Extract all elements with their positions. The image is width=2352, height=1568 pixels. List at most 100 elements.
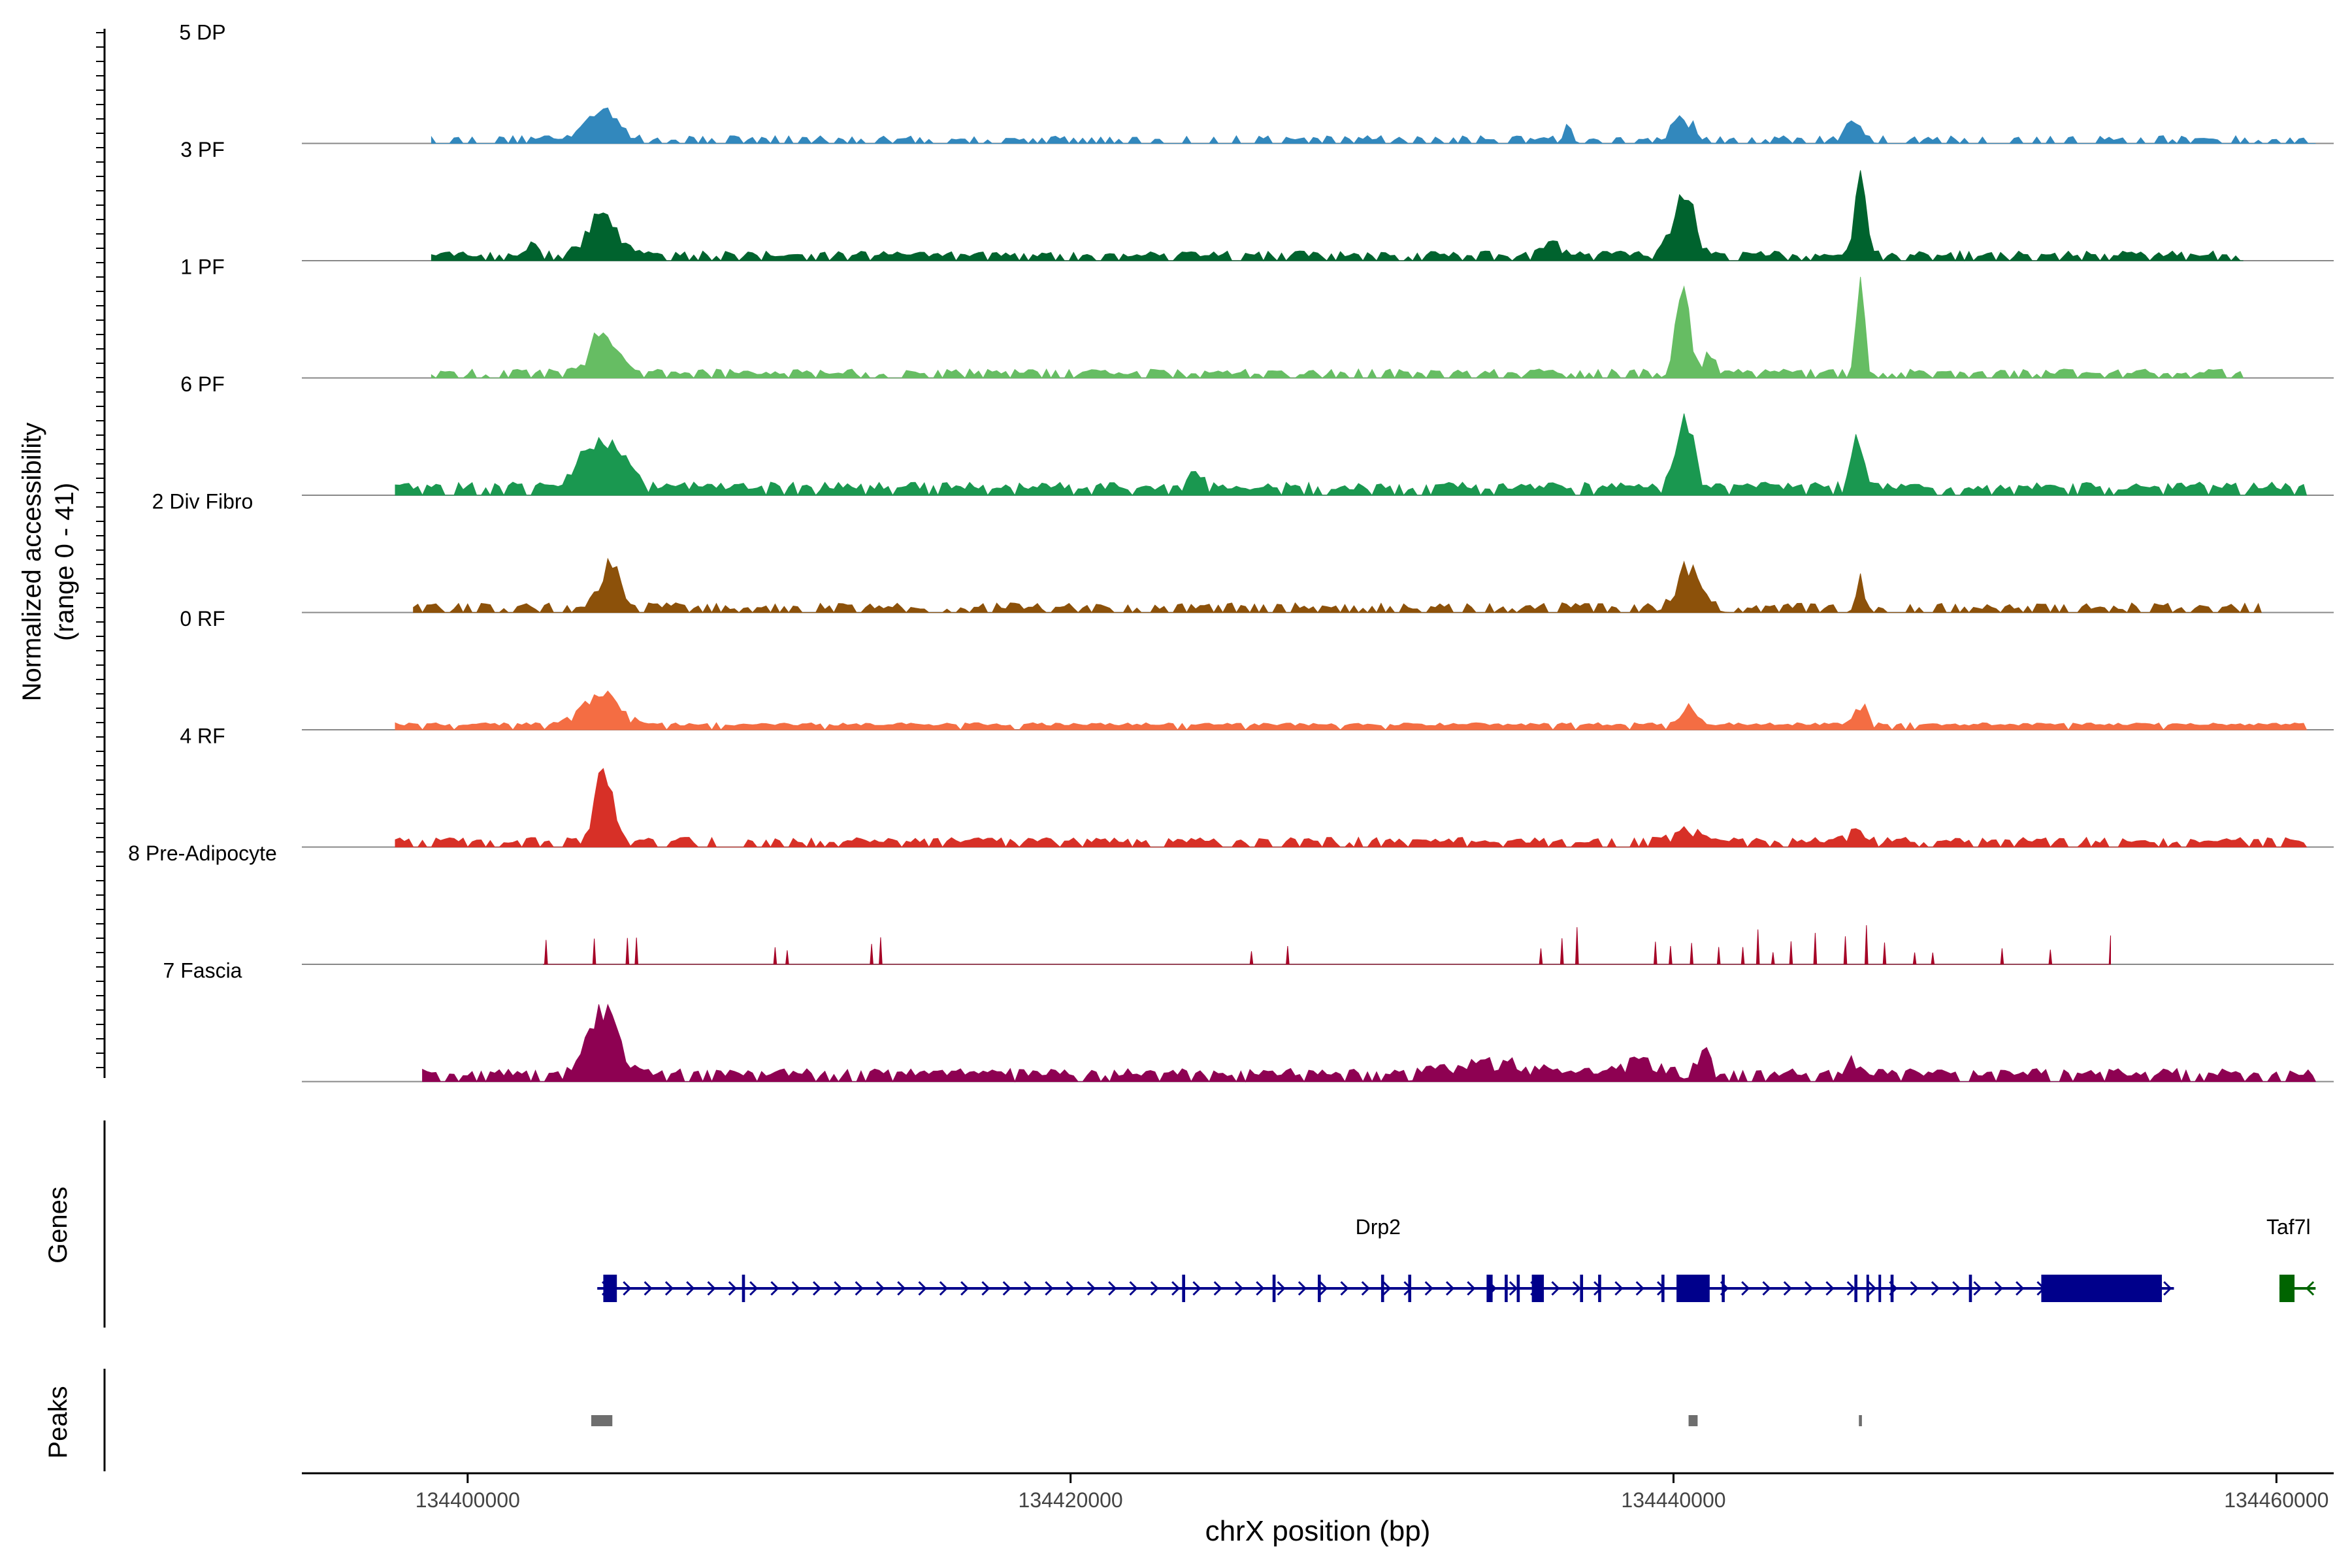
gene-strand-arrow [1234,1281,1244,1296]
track-7: 8 Pre-Adipocyte [128,841,2334,965]
gene-exon [2041,1275,2162,1302]
gene-strand-arrow [1952,1281,1961,1296]
gene-strand-arrow [812,1281,822,1296]
gene-strand-arrow [1086,1281,1096,1296]
gene-strand-arrow [1213,1281,1222,1296]
track-coverage-area [395,690,2308,730]
track-1: 3 PF [180,138,2334,262]
x-axis-label: chrX position (bp) [1205,1515,1431,1547]
gene-strand-arrow [1002,1281,1011,1296]
gene-exon [1505,1275,1508,1302]
gene-label: Taf7l [2266,1215,2311,1239]
gene-exon [603,1275,617,1302]
gene-strand-arrow [2305,1281,2315,1296]
gene-exon [1866,1275,1869,1302]
gene-strand-arrow [875,1281,885,1296]
gene-exon [1516,1275,1520,1302]
gene-exon [1580,1275,1584,1302]
gene-exon [1854,1275,1857,1302]
gene-strand-arrow [728,1281,737,1296]
track-coverage-area [431,170,2244,262]
gene-strand-arrow [1298,1281,1307,1296]
gene-strand-arrow [1931,1281,1940,1296]
gene-strand-arrow [1846,1281,1855,1296]
track-0: 5 DP [179,21,2334,144]
track-label: 7 Fascia [163,959,242,983]
genes-track: Drp2 Taf7l [597,1215,2316,1302]
track-label: 4 RF [180,725,225,748]
gene-strand-arrow [1805,1281,1814,1296]
track-coverage-area [395,768,2308,848]
y-axis-range-label: (range 0 - 41) [50,483,79,641]
gene-exon [1878,1275,1882,1302]
gene-strand-arrow [1382,1281,1392,1296]
gene-exon [1598,1275,1601,1302]
gene-strand-arrow [1171,1281,1181,1296]
gene-1: Taf7l [2266,1215,2316,1302]
track-label: 1 PF [180,255,225,279]
gene-strand-arrow [1108,1281,1117,1296]
gene-strand-arrow [1361,1281,1370,1296]
gene-exon [1722,1275,1725,1302]
gene-strand-arrow [1192,1281,1201,1296]
gene-exon [1531,1275,1544,1302]
gene-strand-arrow [623,1281,632,1296]
gene-exon [1676,1275,1710,1302]
peaks-panel-label: Peaks [44,1386,73,1458]
track-label: 6 PF [180,372,225,396]
track-3: 6 PF [180,372,2334,497]
track-4: 2 Div Fibro [152,490,2334,613]
track-coverage-area [431,107,2316,144]
gene-strand-arrow [664,1281,674,1296]
track-label: 2 Div Fibro [152,490,253,514]
gene-strand-arrow [834,1281,843,1296]
gene-0: Drp2 [597,1215,2174,1302]
track-coverage-area [422,1004,2317,1083]
gene-strand-arrow [939,1281,948,1296]
gene-strand-arrow [707,1281,716,1296]
gene-strand-arrow [1045,1281,1054,1296]
track-label: 8 Pre-Adipocyte [128,841,277,865]
gene-strand-arrow [1150,1281,1159,1296]
gene-exon [1968,1275,1972,1302]
gene-strand-arrow [2163,1281,2172,1296]
track-label: 3 PF [180,138,225,161]
x-axis-tick-label: 134420000 [1019,1488,1123,1512]
gene-strand-arrow [1277,1281,1286,1296]
gene-exon [1486,1275,1493,1302]
gene-strand-arrow [918,1281,927,1296]
gene-strand-arrow [1973,1281,1982,1296]
gene-strand-arrow [644,1281,653,1296]
gene-strand-arrow [1614,1281,1624,1296]
y-axis-ticks [96,32,105,1068]
gene-exon [1890,1275,1894,1302]
gene-exon [1661,1275,1665,1302]
track-6: 4 RF [180,725,2334,848]
track-coverage-area [543,925,2111,965]
gene-strand-arrow [1023,1281,1033,1296]
gene-strand-arrow [1551,1281,1560,1296]
gene-strand-arrow [1825,1281,1835,1296]
gene-strand-arrow [1319,1281,1328,1296]
track-coverage-area [413,557,2262,613]
gene-strand-arrow [749,1281,759,1296]
gene-exon [1380,1275,1384,1302]
x-axis-ticks: 134400000 134420000 134440000 134460000 [416,1473,2328,1512]
gene-strand-arrow [855,1281,864,1296]
gene-strand-arrow [1994,1281,2003,1296]
gene-strand-arrow [1509,1281,1518,1296]
track-2: 1 PF [180,255,2334,379]
gene-strand-arrow [1572,1281,1581,1296]
gene-strand-arrow [1867,1281,1877,1296]
gene-strand-arrow [1741,1281,1750,1296]
gene-strand-arrow [791,1281,800,1296]
gene-strand-arrow [1910,1281,1919,1296]
gene-strand-arrow [1424,1281,1433,1296]
track-coverage-area [395,413,2308,497]
gene-exon [1182,1275,1185,1302]
track-5: 0 RF [180,607,2334,730]
gene-strand-arrow [770,1281,779,1296]
gene-exon [2279,1275,2295,1302]
gene-exon [1272,1275,1276,1302]
